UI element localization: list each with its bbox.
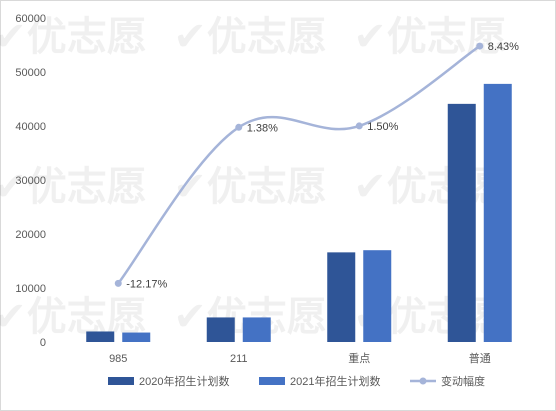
bar-2021-3 (483, 83, 512, 342)
line-point-2 (355, 122, 363, 130)
watermark-text: ✔优志愿 (353, 15, 507, 59)
x-tick-label: 211 (230, 353, 248, 365)
line-point-1 (235, 123, 243, 131)
x-tick-label: 重点 (348, 351, 370, 365)
legend-label: 变动幅度 (441, 374, 485, 388)
watermark-layer: ✔优志愿 ✔优志愿 ✔优志愿✔优志愿 ✔优志愿 ✔优志愿✔优志愿 ✔优志愿 ✔优志愿 (0, 15, 507, 339)
x-tick-label: 985 (109, 353, 127, 365)
watermark-text: ✔优志愿 (0, 15, 147, 59)
bar-2021-1 (242, 317, 271, 342)
legend-marker (419, 377, 427, 385)
line-data-label: 8.43% (488, 41, 519, 53)
legend: 2020年招生计划数 2021年招生计划数 变动幅度 (108, 374, 485, 388)
bar-layer (86, 83, 512, 342)
legend-swatch (108, 377, 134, 385)
line-point-0 (114, 279, 122, 287)
line-data-label: -12.17% (126, 278, 167, 290)
watermark-text: ✔优志愿 (0, 295, 147, 339)
legend-label: 2020年招生计划数 (139, 374, 229, 388)
bar-2020-3 (447, 103, 476, 342)
y-tick-label: 50000 (15, 67, 46, 79)
watermark-text: ✔优志愿 (173, 165, 327, 209)
line-series-change-rate (117, 45, 481, 285)
y-tick-label: 40000 (15, 121, 46, 133)
watermark-text: ✔优志愿 (353, 165, 507, 209)
y-tick-label: 30000 (15, 175, 46, 187)
line-layer: -12.17% 1.38% 1.50% 8.43% (114, 41, 519, 290)
legend-label: 2021年招生计划数 (290, 374, 380, 388)
bar-2020-2 (327, 252, 356, 342)
bar-2020-0 (86, 331, 115, 342)
x-axis: 985 211 重点 普通 (109, 351, 491, 365)
watermark-text: ✔优志愿 (173, 15, 327, 59)
legend-swatch (259, 377, 285, 385)
y-tick-label: 0 (40, 337, 46, 349)
y-tick-label: 20000 (15, 229, 46, 241)
y-axis: 0 10000 20000 30000 40000 50000 60000 (15, 13, 46, 349)
x-tick-label: 普通 (469, 351, 491, 365)
line-data-label: 1.50% (367, 121, 398, 133)
y-tick-label: 60000 (15, 13, 46, 25)
bar-2021-0 (122, 332, 151, 342)
y-tick-label: 10000 (15, 283, 46, 295)
bar-2020-1 (206, 317, 235, 342)
line-point-3 (476, 42, 484, 50)
bar-2021-2 (363, 250, 392, 342)
line-data-label: 1.38% (247, 122, 278, 134)
watermark-text: ✔优志愿 (0, 165, 147, 209)
